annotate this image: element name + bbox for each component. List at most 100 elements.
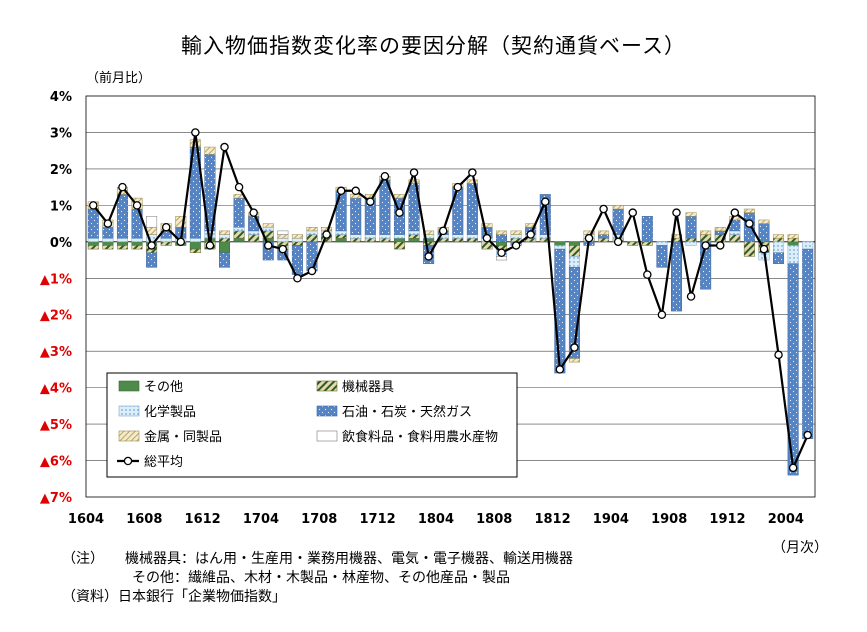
y-tick-label: ▲6%: [40, 455, 72, 470]
legend-swatch-machinery: [316, 380, 338, 392]
avg-point-1803: [424, 252, 433, 261]
bar-machinery-1702: [233, 230, 245, 239]
bar-oil-2005: [802, 248, 814, 439]
bar-chemical-1812: [554, 245, 566, 250]
x-tick-label: 1804: [418, 512, 454, 527]
bar-chemical-1710: [350, 234, 362, 239]
avg-point-1706: [293, 274, 302, 283]
bar-metal-2004: [787, 234, 799, 239]
avg-point-1608: [147, 241, 156, 250]
bar-metal-1806: [466, 179, 478, 184]
bar-oil-1605: [102, 226, 114, 239]
y-tick-label: ▲5%: [40, 418, 72, 433]
legend-marker-avg: [123, 456, 133, 466]
bar-metal-1803: [423, 230, 435, 235]
avg-point-1810: [526, 230, 535, 239]
x-tick-label: 1708: [301, 512, 337, 527]
avg-point-1610: [176, 237, 186, 247]
bar-machinery-1609: [160, 241, 172, 246]
bar-metal-1809: [510, 230, 522, 235]
bar-chemical-1801: [393, 234, 405, 239]
bar-oil-1812: [554, 248, 566, 374]
y-tick-label: 4%: [50, 90, 72, 105]
bar-oil-1606: [116, 194, 128, 239]
bar-chemical-1706: [291, 237, 303, 243]
avg-point-1604: [89, 201, 98, 210]
bar-machinery-1801: [393, 241, 405, 250]
bar-chemical-1606: [116, 237, 128, 243]
x-tick-label: 1808: [476, 512, 512, 527]
legend-swatch-metal: [118, 430, 140, 442]
bar-oil-2002: [758, 223, 770, 243]
legend-box: [106, 372, 518, 478]
bar-chemical-1703: [248, 230, 260, 235]
bar-machinery-1606: [116, 245, 128, 250]
x-tick-label: 1608: [126, 512, 162, 527]
avg-point-1701: [220, 142, 229, 152]
bar-metal-1801: [393, 194, 405, 199]
x-tick-label: 1812: [534, 512, 570, 527]
avg-point-2004: [788, 463, 798, 473]
avg-point-1910: [701, 241, 710, 250]
x-tick-label: 1712: [360, 512, 396, 527]
bar-other-1702: [233, 237, 245, 243]
y-tick-label: ▲3%: [40, 345, 72, 360]
avg-point-1612: [205, 241, 215, 250]
notes: （注） 機械器具：はん用・生産用・業務用機器、電気・電子機器、輸送用機器 その他…: [62, 550, 573, 607]
avg-point-1709: [336, 186, 346, 196]
legend-label-oil: 石油・石炭・天然ガス: [342, 404, 472, 420]
bar-machinery-1803: [423, 241, 435, 246]
bar-oil-1608: [146, 252, 158, 268]
bar-machinery-1712: [379, 237, 391, 243]
legend-label-machinery: 機械器具: [342, 380, 394, 395]
avg-point-1607: [132, 201, 142, 210]
bar-metal-1612: [204, 146, 216, 155]
bar-machinery-1805: [452, 237, 464, 243]
bar-food-1608: [146, 216, 158, 228]
bar-chemical-1907: [656, 241, 668, 246]
bar-machinery-1701: [219, 237, 231, 243]
avg-point-1812: [555, 365, 565, 374]
legend-label-other: その他: [144, 380, 183, 395]
bar-metal-1911: [714, 226, 726, 232]
avg-point-1605: [103, 219, 113, 228]
bar-other-1701: [219, 241, 231, 254]
bar-machinery-1912: [729, 234, 741, 243]
x-tick-label: 1908: [651, 512, 687, 527]
bar-metal-1910: [700, 230, 712, 235]
bar-chemical-1711: [364, 234, 376, 239]
bar-metal-1904: [612, 205, 624, 210]
avg-point-1807: [482, 233, 492, 243]
bar-machinery-1611: [189, 248, 201, 254]
note-source: （資料）日本銀行「企業物価指数」: [62, 589, 286, 605]
avg-point-1905: [628, 208, 638, 217]
avg-point-1704: [263, 241, 273, 250]
legend-label-chemical: 化学製品: [144, 404, 196, 420]
avg-point-1907: [657, 310, 667, 319]
avg-point-1809: [511, 241, 521, 250]
bar-machinery-1707: [306, 234, 318, 243]
bar-other-1606: [116, 241, 128, 246]
bar-machinery-1703: [248, 234, 260, 243]
bar-other-1611: [189, 241, 201, 250]
bar-metal-1903: [598, 230, 610, 235]
bar-chemical-1909: [685, 241, 697, 246]
avg-point-1811: [541, 197, 550, 206]
bar-other-1802: [408, 237, 420, 243]
x-tick-label: 1904: [593, 512, 629, 527]
y-tick-label: 3%: [50, 126, 72, 141]
bar-chemical-1704: [262, 226, 274, 232]
y-tick-label: 1%: [50, 199, 72, 214]
legend-swatch-other: [118, 380, 140, 392]
bar-chemical-1607: [131, 237, 143, 243]
bar-oil-1906: [641, 216, 653, 243]
x-tick-label: 1912: [709, 512, 745, 527]
bar-oil-2003: [773, 252, 785, 264]
bar-other-1605: [102, 241, 114, 246]
bar-chemical-1707: [306, 230, 318, 235]
avg-point-1703: [249, 208, 258, 217]
avg-point-1911: [715, 241, 725, 250]
avg-point-1909: [686, 292, 696, 301]
bar-metal-1701: [219, 230, 231, 235]
